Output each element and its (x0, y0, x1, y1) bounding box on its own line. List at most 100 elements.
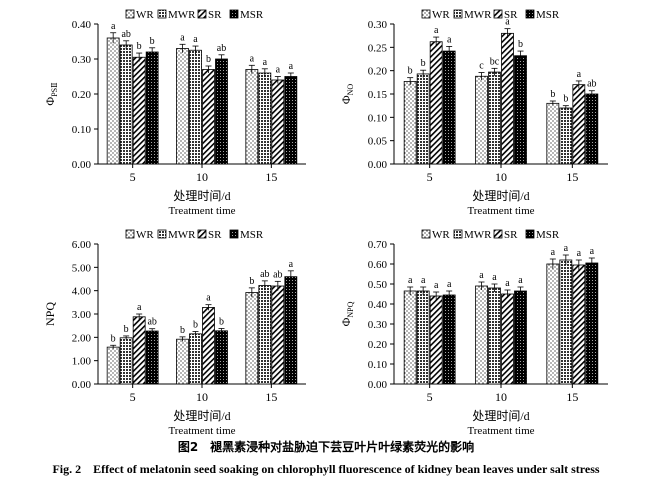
y-tick-label: 0.70 (368, 239, 388, 251)
significance-letter: a (447, 34, 452, 45)
significance-letter: b (408, 66, 413, 77)
legend-label: SR (504, 229, 518, 241)
significance-letter: b (219, 316, 224, 327)
x-axis-label-en: Treatment time (168, 205, 235, 217)
y-axis-label: ΦPSⅡ (43, 82, 59, 105)
legend-swatch-msr (525, 9, 535, 19)
significance-letter: ab (147, 317, 156, 328)
legend-label: MSR (536, 9, 560, 21)
x-axis-label-cn: 处理时间/d (173, 189, 230, 203)
significance-letter: a (492, 272, 497, 283)
y-tick-label: 1.00 (72, 356, 92, 368)
significance-letter: a (111, 21, 116, 32)
bar-mwr (559, 107, 573, 165)
legend-swatch-mwr (453, 229, 463, 239)
bar-sr (132, 316, 146, 385)
y-tick-label: 0.20 (368, 339, 388, 351)
bar-sr (572, 264, 586, 385)
legend: WR MWR SR MSR (125, 229, 264, 241)
x-tick-label: 15 (566, 390, 578, 404)
figure-caption-chinese: 图2 褪黑素浸种对盐胁迫下芸豆叶片叶绿素荧光的影响 (177, 440, 475, 454)
bar-mwr (119, 44, 133, 165)
legend-label: MWR (464, 229, 492, 241)
legend-swatch-msr (525, 229, 535, 239)
legend-swatch-wr (421, 229, 431, 239)
x-tick-label: 5 (130, 390, 136, 404)
y-tick-label: 0.20 (72, 89, 92, 101)
significance-letter: b (193, 320, 198, 331)
significance-letter: b (111, 333, 116, 344)
significance-letter: b (421, 58, 426, 69)
y-tick-label: 0.10 (368, 112, 388, 124)
x-tick-label: 10 (196, 170, 208, 184)
bar-sr (271, 285, 285, 385)
bar-sr (572, 84, 586, 165)
significance-letter: ab (587, 79, 596, 90)
bar-wr (475, 75, 488, 165)
bar-msr (514, 290, 527, 385)
bar-mwr (258, 285, 272, 385)
legend-label: WR (136, 9, 154, 21)
bar-mwr (416, 73, 430, 165)
significance-letter: c (479, 61, 484, 72)
legend-swatch-wr (125, 9, 135, 19)
bar-msr (145, 330, 159, 385)
bar-sr (429, 41, 443, 165)
significance-letter: a (505, 278, 510, 289)
x-tick-label: 10 (495, 390, 507, 404)
x-tick-label: 15 (265, 390, 277, 404)
legend-label: MWR (168, 229, 196, 241)
legend-swatch-mwr (453, 9, 463, 19)
significance-letter: a (564, 243, 569, 254)
significance-letter: b (150, 36, 155, 47)
legend-swatch-sr (197, 229, 207, 239)
legend-label: SR (504, 9, 518, 21)
significance-letter: a (505, 17, 510, 28)
bar-msr (514, 55, 527, 165)
bar-wr (176, 48, 189, 165)
bar-mwr (189, 333, 202, 385)
bar-mwr (119, 337, 133, 385)
legend: WR MWR SR MSR (125, 9, 264, 21)
significance-letter: ab (273, 269, 282, 280)
bar-wr (475, 285, 488, 385)
y-axis-label: ΦNPQ (339, 301, 355, 326)
bar-msr (442, 294, 456, 385)
y-tick-label: 0.10 (72, 124, 92, 136)
bar-sr (271, 79, 285, 165)
bar-mwr (189, 49, 202, 165)
significance-letter: a (447, 279, 452, 290)
y-tick-label: 0.50 (368, 279, 388, 291)
bar-msr (284, 276, 298, 385)
y-tick-label: 0.05 (368, 136, 388, 148)
legend: WR MWR SR MSR (421, 9, 560, 21)
significance-letter: a (421, 275, 426, 286)
significance-letter: a (434, 280, 439, 291)
x-axis-label-en: Treatment time (168, 425, 235, 437)
legend: WR MWR SR MSR (421, 229, 560, 241)
legend-swatch-mwr (157, 9, 167, 19)
y-tick-label: 0.20 (368, 66, 388, 78)
y-tick-label: 0.00 (368, 379, 388, 391)
bar-mwr (488, 71, 501, 165)
significance-letter: b (518, 39, 523, 50)
legend-swatch-msr (229, 229, 239, 239)
legend-label: MWR (464, 9, 492, 21)
bar-msr (215, 330, 228, 385)
bar-wr (403, 81, 417, 165)
chart-panel-3: 0.001.002.003.004.005.006.00NPQ5bbaab10b… (43, 229, 306, 437)
y-tick-label: 0.40 (72, 19, 92, 31)
significance-letter: b (180, 325, 185, 336)
significance-letter: a (206, 293, 211, 304)
bar-mwr (559, 259, 573, 385)
bar-msr (284, 76, 298, 165)
x-axis-label-cn: 处理时间/d (472, 189, 529, 203)
y-tick-label: 0.40 (368, 299, 388, 311)
legend-swatch-wr (125, 229, 135, 239)
legend-label: SR (208, 9, 222, 21)
bar-mwr (416, 290, 430, 385)
significance-letter: b (249, 276, 254, 287)
